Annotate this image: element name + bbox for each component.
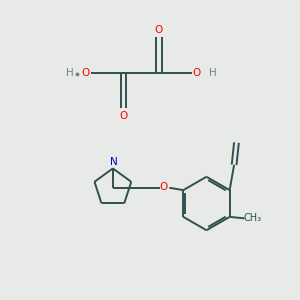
- Text: H: H: [66, 68, 74, 78]
- Text: H: H: [208, 68, 216, 78]
- Text: CH₃: CH₃: [244, 213, 262, 224]
- Text: O: O: [81, 68, 89, 78]
- Text: N: N: [110, 157, 118, 167]
- Text: O: O: [119, 111, 128, 121]
- Text: O: O: [155, 25, 163, 34]
- Text: O: O: [160, 182, 168, 192]
- Text: O: O: [193, 68, 201, 78]
